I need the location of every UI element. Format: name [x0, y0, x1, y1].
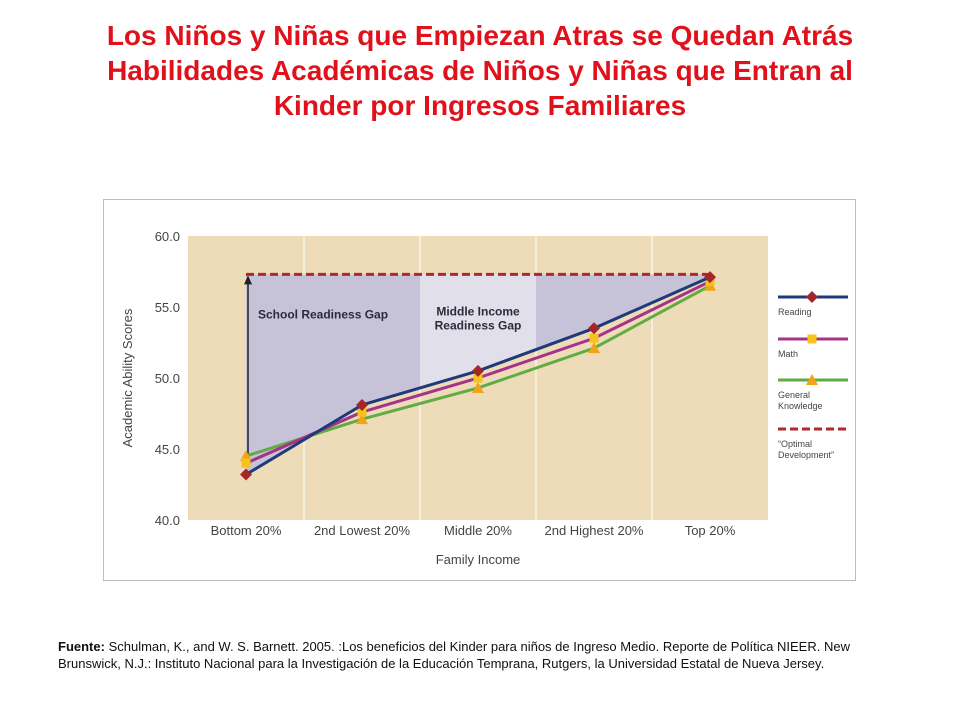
- y-tick-label: 45.0: [155, 442, 180, 457]
- school-readiness-gap-region: [246, 274, 420, 475]
- general-knowledge-marker: [240, 450, 252, 462]
- legend-entry-label: General: [778, 390, 810, 400]
- reading-marker: [472, 364, 484, 377]
- y-tick-label: 60.0: [155, 229, 180, 244]
- reading-marker: [704, 271, 716, 284]
- source-text: Schulman, K., and W. S. Barnett. 2005. :…: [58, 639, 850, 671]
- slide-title: Los Niños y Niñas que Empiezan Atras se …: [0, 18, 960, 123]
- middle-income-gap-label-line-2: Readiness Gap: [435, 319, 522, 333]
- y-axis-label: Academic Ability Scores: [120, 308, 135, 447]
- x-tick-label: Middle 20%: [444, 523, 512, 538]
- middle-income-gap-label-line-1: Middle Income: [436, 305, 520, 319]
- y-tick-label: 50.0: [155, 371, 180, 386]
- source-label: Fuente:: [58, 639, 105, 654]
- legend-reading-marker: [806, 291, 818, 303]
- x-tick-label: Bottom 20%: [211, 523, 282, 538]
- general-knowledge-marker: [588, 342, 600, 354]
- math-marker: [241, 458, 251, 468]
- x-tick-label: Top 20%: [685, 523, 736, 538]
- legend-entry-label: Knowledge: [778, 401, 823, 411]
- source-citation: Fuente: Schulman, K., and W. S. Barnett.…: [58, 638, 888, 672]
- x-tick-label: 2nd Highest 20%: [544, 523, 643, 538]
- chart-frame: 40.0 45.0 50.0 55.0 60.0 Academic Ability Sco…: [103, 199, 856, 581]
- title-line-3: Kinder por Ingresos Familiares: [273, 90, 687, 121]
- math-marker: [589, 333, 599, 343]
- general-knowledge-marker: [472, 381, 484, 393]
- general-knowledge-marker: [356, 413, 368, 425]
- reading-marker: [240, 468, 252, 481]
- line-chart: 40.0 45.0 50.0 55.0 60.0 Academic Ability Sco…: [120, 229, 848, 567]
- legend-entry-label: “Optimal: [778, 439, 812, 449]
- reading-marker: [588, 322, 600, 335]
- legend-math-marker: [807, 334, 817, 344]
- math-marker: [357, 407, 367, 417]
- math-marker: [473, 373, 483, 383]
- y-tick-label: 40.0: [155, 513, 180, 528]
- y-tick-label: 55.0: [155, 300, 180, 315]
- gap-arrow-head: [244, 275, 252, 285]
- legend-entry-label: Math: [778, 349, 798, 359]
- legend-entry-label: Reading: [778, 307, 812, 317]
- title-line-1: Los Niños y Niñas que Empiezan Atras se …: [106, 20, 854, 51]
- title-line-2: Habilidades Académicas de Niños y Niñas …: [107, 55, 853, 86]
- reading-marker: [356, 398, 368, 411]
- legend-general-knowledge-marker: [806, 374, 818, 385]
- x-axis-label: Family Income: [436, 552, 521, 567]
- upper-income-gap-region: [536, 274, 710, 350]
- school-readiness-gap-label: School Readiness Gap: [258, 307, 388, 321]
- x-tick-label: 2nd Lowest 20%: [314, 523, 411, 538]
- legend-entry-label: Development”: [778, 450, 834, 460]
